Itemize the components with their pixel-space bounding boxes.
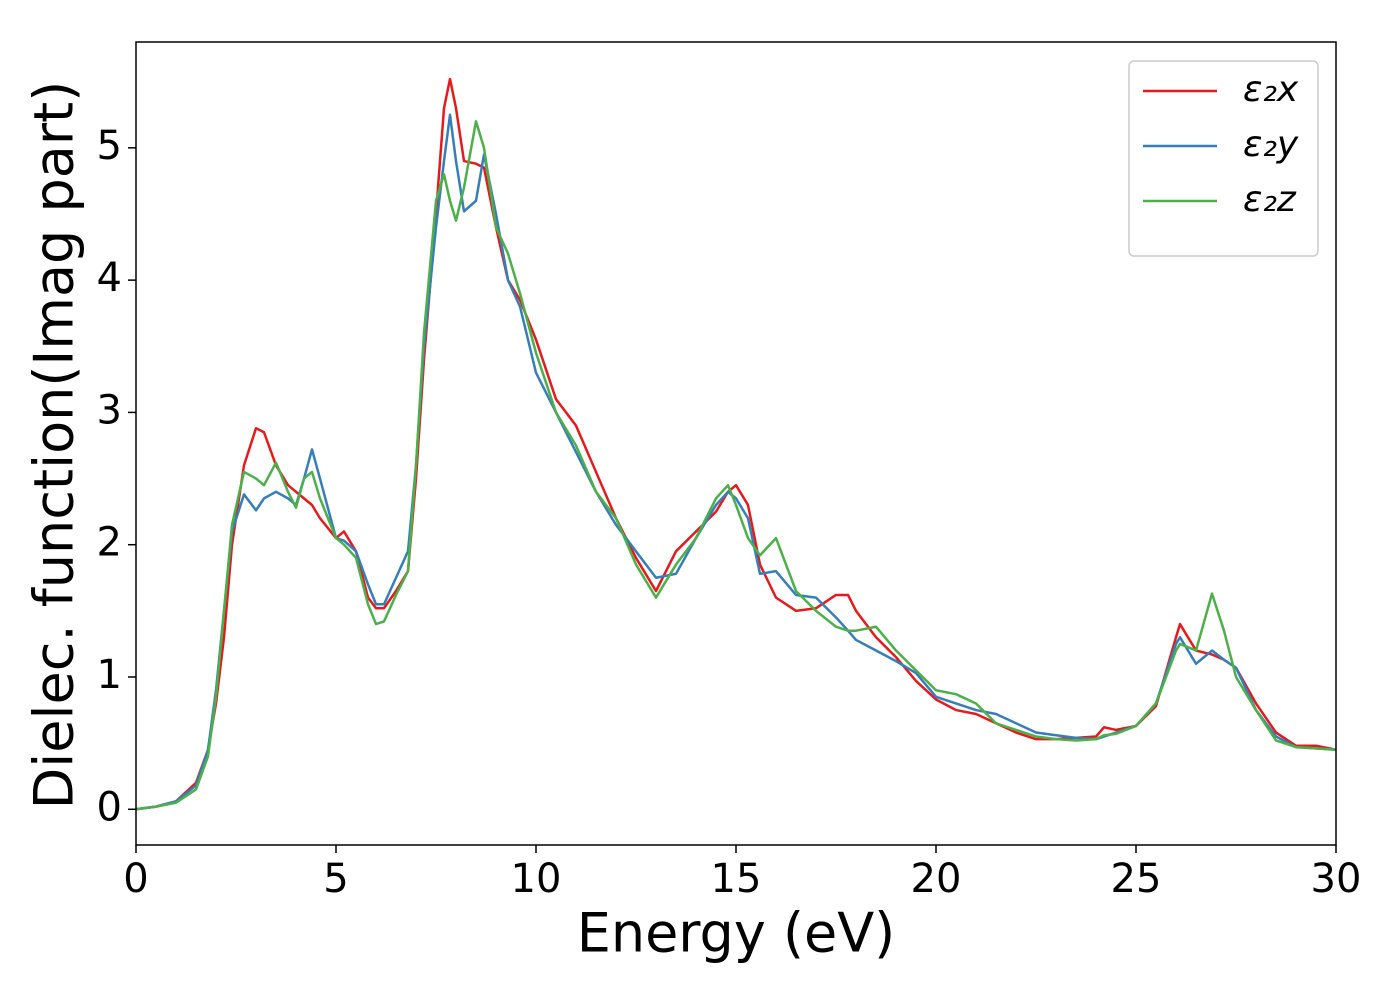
- legend-box: [1128, 60, 1319, 257]
- y-tick-label: 3: [97, 387, 122, 433]
- y-tick-label: 0: [97, 784, 122, 830]
- y-tick-label: 5: [97, 123, 122, 169]
- y-tick-label: 1: [97, 652, 122, 698]
- x-tick-label: 25: [1111, 856, 1162, 902]
- x-tick-label: 5: [323, 856, 348, 902]
- plot-frame: [135, 41, 1337, 846]
- x-tick-label: 20: [911, 856, 962, 902]
- series-line: [135, 120, 1337, 811]
- x-axis-label: Energy (eV): [577, 902, 896, 965]
- y-axis-label: Dielec. function(Imag part): [23, 81, 86, 810]
- legend-label: ε₂y: [1243, 124, 1299, 165]
- x-tick-label: 0: [123, 856, 148, 902]
- legend-label: ε₂x: [1243, 69, 1299, 110]
- legend-label: ε₂z: [1243, 179, 1297, 220]
- y-tick-label: 4: [97, 255, 122, 301]
- x-tick-label: 15: [711, 856, 762, 902]
- x-tick-label: 30: [1311, 856, 1362, 902]
- x-tick-label: 10: [511, 856, 562, 902]
- y-tick-label: 2: [97, 520, 122, 566]
